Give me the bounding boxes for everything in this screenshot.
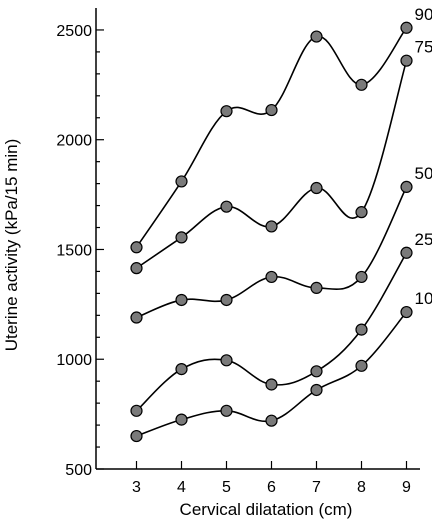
data-point-75 [220,200,233,213]
series-labels: 90 75 50 25 10 [415,5,432,308]
data-point-10 [220,404,233,417]
data-point-50 [220,293,233,307]
data-point-90 [220,105,233,118]
data-point-10 [130,429,143,443]
data-point-90 [130,241,143,254]
y-tick-label: 1500 [56,242,92,259]
y-tick-label: 500 [65,462,92,479]
y-axis-label: Uterine activity (kPa/15 min) [2,139,21,352]
x-tick-label: 3 [132,479,141,496]
x-tick-label: 4 [177,479,186,496]
data-point-75 [130,262,143,275]
axes: 500 1000 1500 2000 2500 3 4 5 6 7 8 9 [56,8,420,496]
series-markers [130,21,413,443]
x-tick-label: 7 [312,479,321,496]
data-point-25 [220,354,233,367]
data-point-25 [355,323,368,336]
series-label-50: 50 [415,164,432,183]
data-point-90 [175,175,188,188]
data-point-50 [175,293,188,307]
data-point-25 [130,404,143,417]
data-point-50 [400,180,413,194]
data-point-25 [310,365,323,378]
data-point-90 [265,103,278,117]
data-point-10 [265,414,278,427]
x-axis-label: Cervical dilatation (cm) [180,500,353,519]
data-point-50 [310,281,323,294]
data-point-10 [355,359,368,372]
data-point-25 [175,363,188,376]
data-point-75 [175,231,188,244]
x-tick-label: 9 [402,479,411,496]
x-tick-label: 8 [357,479,366,496]
data-point-90 [400,21,413,34]
data-point-75 [310,181,323,195]
data-point-10 [175,413,188,426]
data-point-25 [265,378,278,391]
series-label-90: 90 [415,5,432,24]
data-point-25 [400,246,413,259]
x-tick-label: 5 [222,479,231,496]
data-point-50 [355,270,368,284]
data-point-10 [310,383,323,397]
data-point-50 [265,270,278,284]
data-point-90 [355,78,368,91]
series-label-75: 75 [415,38,432,57]
x-tick-label: 6 [267,479,276,496]
y-tick-label: 2000 [56,133,92,150]
data-point-90 [310,30,323,43]
series-label-25: 25 [415,230,432,249]
data-point-75 [400,54,413,67]
series-label-10: 10 [415,289,432,308]
data-point-10 [400,305,413,319]
y-tick-label: 2500 [56,23,92,40]
data-point-75 [355,206,368,219]
data-point-50 [130,311,143,324]
y-tick-label: 1000 [56,352,92,369]
data-point-75 [265,220,278,233]
